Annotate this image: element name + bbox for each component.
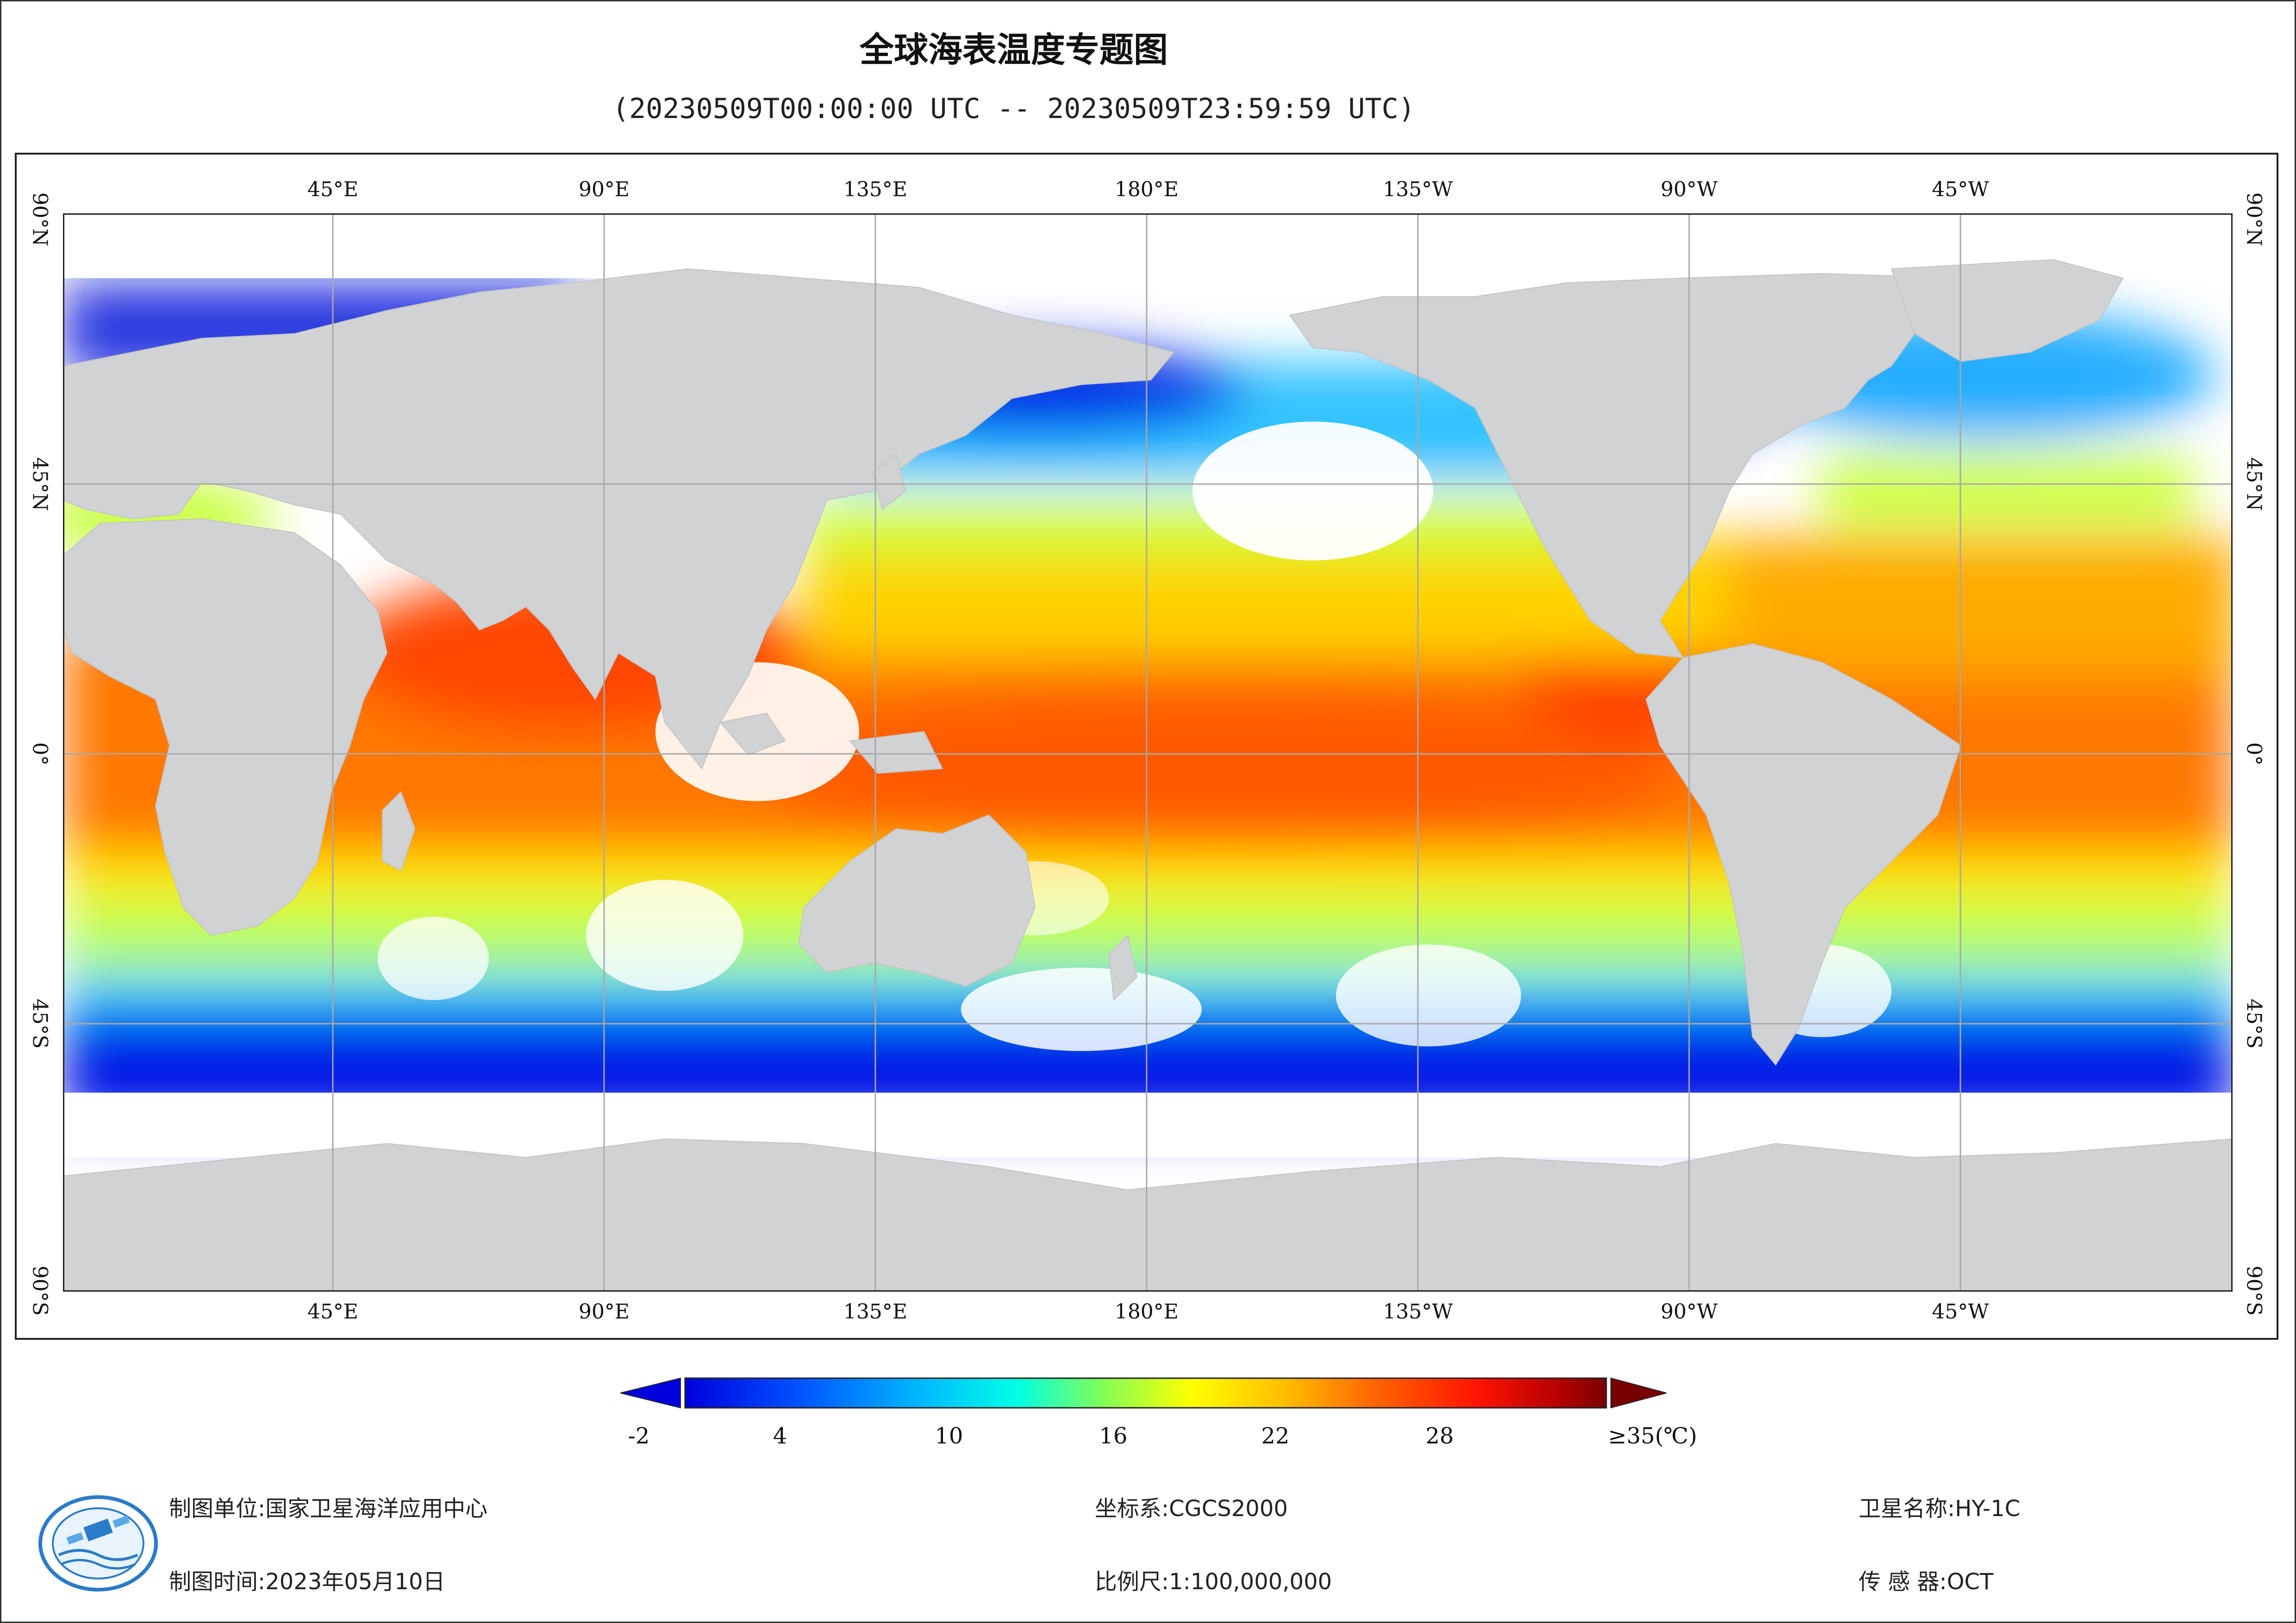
coordinate-system-value: CGCS2000: [1169, 1496, 1288, 1522]
lon-tick-top: 90°W: [1660, 178, 1718, 201]
lon-tick-bottom: 90°E: [578, 1300, 630, 1324]
colorbar-label: -2: [628, 1423, 650, 1449]
colorbar-label: 22: [1261, 1423, 1290, 1449]
land-new-zealand: [1108, 934, 1138, 1001]
map-date-value: 2023年05月10日: [265, 1569, 445, 1595]
colorbar-label: 16: [1099, 1423, 1128, 1449]
lon-tick-bottom: 180°E: [1114, 1300, 1179, 1324]
lon-tick-bottom: 45°E: [307, 1300, 359, 1324]
map-producer-value: 国家卫星海洋应用中心: [265, 1496, 488, 1522]
map-producer: 制图单位:国家卫星海洋应用中心: [169, 1490, 487, 1523]
lon-tick-top: 45°W: [1932, 178, 1989, 201]
map-date: 制图时间:2023年05月10日: [169, 1563, 445, 1596]
lat-tick-left: 90°S: [28, 1265, 52, 1316]
map-subtitle: (20230509T00:00:00 UTC -- 20230509T23:59…: [612, 93, 1415, 125]
lat-tick-left: 90°N: [28, 192, 52, 247]
land-japan: [872, 453, 906, 510]
colorbar-min-arrow: [620, 1377, 681, 1409]
lat-tick-right: 90°N: [2242, 192, 2266, 247]
lat-tick-right: 45°S: [2242, 998, 2266, 1049]
colorbar-max-arrow: [1610, 1377, 1666, 1409]
satellite-name-value: HY-1C: [1955, 1496, 2021, 1522]
lat-tick-right: 0°: [2242, 742, 2266, 765]
land-borneo: [719, 712, 786, 756]
map-title: 全球海表温度专题图: [860, 30, 1168, 70]
sst-map: [63, 213, 2233, 1292]
satellite-name-label: 卫星名称:: [1859, 1496, 1955, 1522]
colorbar-label: 10: [935, 1423, 963, 1449]
lon-tick-top: 135°W: [1383, 178, 1453, 201]
sensor-name: 传 感 器:OCT: [1859, 1563, 1993, 1596]
colorbar: [620, 1377, 1666, 1409]
sensor-name-label: 传 感 器:: [1859, 1569, 1947, 1595]
lat-tick-left: 0°: [28, 742, 52, 765]
land-new-guinea: [849, 731, 943, 774]
lat-tick-left: 45°N: [28, 457, 52, 511]
lat-tick-right: 90°S: [2242, 1265, 2266, 1316]
colorbar-gradient: [684, 1377, 1607, 1409]
land: [63, 259, 2233, 1292]
lon-tick-bottom: 45°W: [1932, 1300, 1989, 1324]
map-date-label: 制图时间:: [169, 1569, 266, 1595]
map-frame: 45°E 90°E 135°E 180°E 135°W 90°W 45°W 45…: [15, 153, 2278, 1340]
lon-tick-top: 90°E: [578, 178, 630, 201]
colorbar-label: ≥35(℃): [1608, 1423, 1697, 1449]
nsoas-logo: [38, 1495, 158, 1592]
lat-tick-right: 45°N: [2242, 457, 2266, 511]
land-madagascar: [382, 791, 416, 871]
land-africa: [63, 518, 388, 936]
lon-tick-bottom: 135°W: [1383, 1300, 1453, 1324]
lon-tick-top: 135°E: [843, 178, 908, 201]
lon-tick-top: 45°E: [307, 178, 359, 201]
satellite-name: 卫星名称:HY-1C: [1859, 1490, 2020, 1523]
coordinate-system-label: 坐标系:: [1095, 1496, 1169, 1522]
land-antarctica: [63, 1138, 2233, 1292]
lat-tick-left: 45°S: [28, 998, 52, 1049]
land-australia: [798, 814, 1036, 987]
sensor-name-value: OCT: [1947, 1569, 1994, 1595]
coordinate-system: 坐标系:CGCS2000: [1095, 1490, 1288, 1523]
colorbar-label: 4: [773, 1423, 787, 1449]
land-south-america: [1645, 643, 1962, 1066]
map-scale: 比例尺:1:100,000,000: [1095, 1563, 1332, 1596]
graticule: [63, 213, 2233, 1292]
map-scale-label: 比例尺:: [1095, 1569, 1169, 1595]
land-greenland: [1890, 259, 2124, 362]
lon-tick-bottom: 135°E: [843, 1300, 908, 1324]
lon-tick-bottom: 90°W: [1660, 1300, 1718, 1324]
land-north-america: [1289, 273, 2032, 659]
colorbar-label: 28: [1425, 1423, 1454, 1449]
lon-tick-top: 180°E: [1114, 178, 1179, 201]
map-producer-label: 制图单位:: [169, 1496, 266, 1522]
map-scale-value: 1:100,000,000: [1169, 1569, 1332, 1595]
